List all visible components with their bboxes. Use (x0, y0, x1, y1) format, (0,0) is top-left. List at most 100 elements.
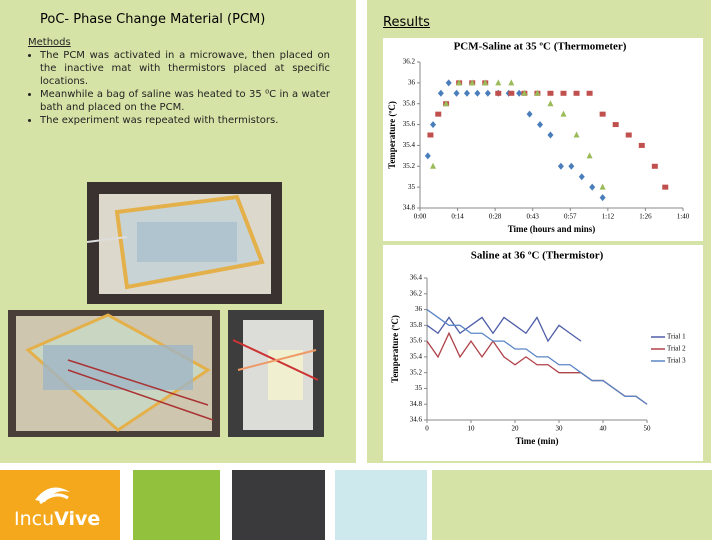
legend-label: Trial 3 (667, 357, 686, 365)
method-item: Meanwhile a bag of saline was heated to … (40, 88, 330, 114)
x-tick-label: 10 (468, 425, 476, 433)
point (516, 89, 523, 97)
x-tick-label: 0 (425, 425, 429, 433)
point (521, 89, 528, 96)
point (508, 79, 515, 86)
point (534, 89, 541, 96)
y-tick-label: 35.8 (403, 99, 416, 107)
point (469, 79, 476, 86)
point (453, 89, 460, 97)
x-tick-label: 0:00 (414, 213, 427, 221)
point (638, 142, 645, 148)
y-tick-label: 35.8 (410, 321, 423, 329)
method-item: The experiment was repeated with thermis… (40, 114, 330, 127)
tile (335, 470, 427, 540)
y-tick-label: 35.2 (410, 368, 423, 376)
point (599, 183, 606, 190)
chart-frame (383, 38, 703, 241)
point (586, 90, 593, 96)
tile (232, 470, 325, 540)
point (495, 79, 502, 86)
point (463, 89, 470, 97)
y-tick-label: 34.6 (410, 416, 423, 424)
y-tick-label: 34.8 (403, 204, 416, 212)
photo (8, 310, 220, 437)
point (578, 173, 585, 181)
point (662, 184, 669, 190)
y-tick-label: 35.6 (403, 120, 416, 128)
point (495, 90, 502, 96)
tile (133, 470, 220, 540)
logo-mark (35, 487, 70, 505)
y-tick-label: 35.2 (403, 162, 416, 170)
y-tick-label: 36.2 (410, 289, 423, 297)
point (474, 89, 481, 97)
y-tick-label: 35.4 (410, 352, 423, 360)
y-tick-label: 35 (408, 183, 416, 191)
point (599, 194, 606, 202)
legend-label: Trial 1 (667, 333, 686, 341)
point (482, 79, 489, 86)
x-tick-label: 0:28 (489, 213, 502, 221)
point (430, 121, 437, 129)
y-tick-label: 35 (415, 384, 423, 392)
series-line (426, 309, 648, 405)
point (537, 121, 544, 129)
y-tick-label: 36.4 (410, 274, 423, 282)
point (445, 79, 452, 87)
point (625, 132, 632, 138)
point (573, 131, 580, 138)
point (526, 110, 533, 118)
photo (228, 310, 324, 437)
x-axis-label: Time (min) (515, 436, 558, 446)
point (651, 163, 658, 169)
point (557, 162, 564, 170)
y-tick-label: 35.4 (403, 141, 416, 149)
y-tick-label: 36 (408, 78, 416, 86)
x-tick-label: 50 (644, 425, 652, 433)
point (599, 111, 606, 117)
x-tick-label: 0:43 (526, 213, 539, 221)
results-heading: Results (383, 15, 430, 30)
x-tick-label: 1:12 (602, 213, 615, 221)
y-tick-label: 36 (415, 305, 423, 313)
chart-title: PCM-Saline at 35 ºC (Thermometer) (454, 41, 627, 53)
point (547, 90, 554, 96)
x-tick-label: 20 (512, 425, 520, 433)
x-tick-label: 0:14 (451, 213, 464, 221)
y-tick-label: 36.2 (403, 58, 416, 66)
slide-title: PoC- Phase Change Material (PCM) (40, 12, 266, 27)
photo (87, 182, 282, 304)
logo-text: IncuVive (14, 508, 100, 530)
point (430, 162, 437, 169)
chart-title: Saline at 36 ºC (Thermistor) (471, 250, 604, 262)
point (560, 90, 567, 96)
point (424, 152, 431, 160)
x-tick-label: 1:40 (677, 213, 690, 221)
point (547, 131, 554, 139)
series-line (426, 316, 582, 343)
point (560, 110, 567, 117)
x-tick-label: 30 (556, 425, 564, 433)
point (435, 111, 442, 117)
y-axis-label: Temperature (ºC) (387, 101, 397, 169)
chart-frame (383, 245, 703, 461)
legend-label: Trial 2 (667, 345, 686, 353)
y-tick-label: 34.8 (410, 400, 423, 408)
point (508, 90, 515, 96)
point (589, 183, 596, 191)
point (443, 100, 450, 107)
point (484, 89, 491, 97)
x-tick-label: 0:57 (564, 213, 577, 221)
x-tick-label: 40 (600, 425, 608, 433)
series-line (426, 331, 648, 405)
point (568, 162, 575, 170)
tile (432, 470, 712, 540)
point (547, 100, 554, 107)
point (427, 132, 434, 138)
y-axis-label: Temperature (ºC) (390, 315, 400, 383)
methods-heading: Methods (28, 37, 71, 48)
y-tick-label: 35.6 (410, 337, 423, 345)
